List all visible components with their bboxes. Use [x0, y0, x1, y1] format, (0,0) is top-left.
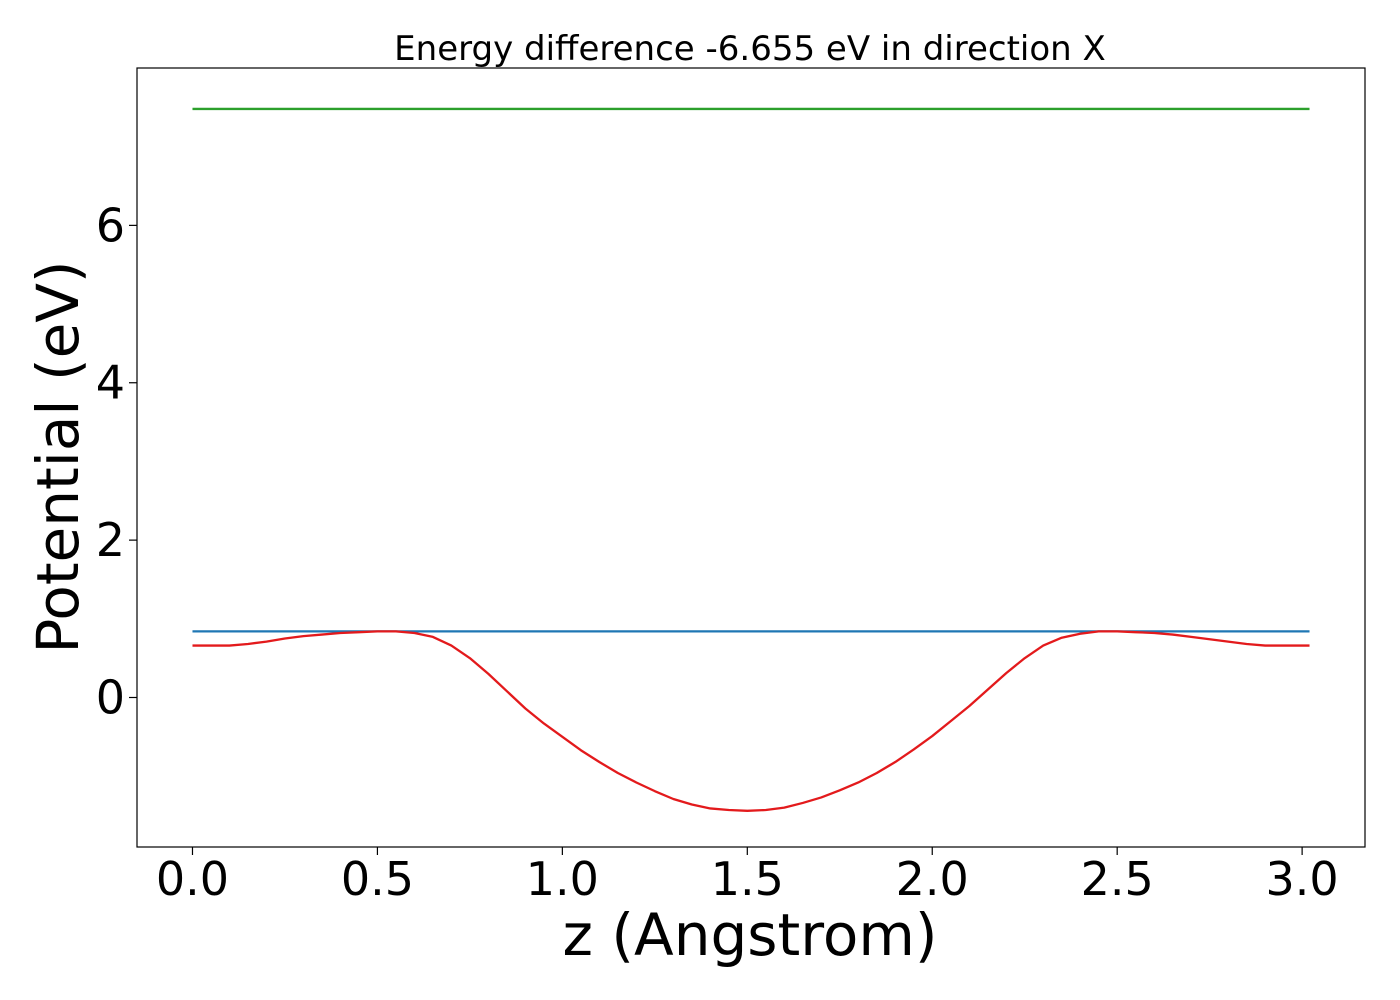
x-axis: 0.0 0.5 1.0 1.5 2.0 2.5 3.0	[156, 847, 1339, 906]
y-tick-label: 0	[96, 670, 125, 724]
x-tick-label: 1.5	[711, 852, 784, 906]
chart-title: Energy difference -6.655 eV in direction…	[394, 29, 1106, 69]
y-tick-label: 2	[96, 513, 125, 567]
series-layer	[192, 107, 1310, 812]
y-tick-label: 6	[96, 198, 125, 252]
x-axis-label: z (Angstrom)	[563, 901, 938, 969]
x-tick-label: 0.5	[341, 852, 414, 906]
x-tick-label: 2.5	[1081, 852, 1154, 906]
y-axis-label: Potential (eV)	[24, 260, 92, 653]
x-tick-label: 3.0	[1266, 852, 1339, 906]
y-tick-label: 4	[96, 356, 125, 410]
x-tick-label: 1.0	[526, 852, 599, 906]
x-tick-label: 0.0	[156, 852, 229, 906]
series-line-3	[192, 630, 1310, 812]
y-axis: 0 2 4 6	[96, 198, 137, 724]
plot-frame	[136, 67, 1366, 848]
x-tick-label: 2.0	[896, 852, 969, 906]
